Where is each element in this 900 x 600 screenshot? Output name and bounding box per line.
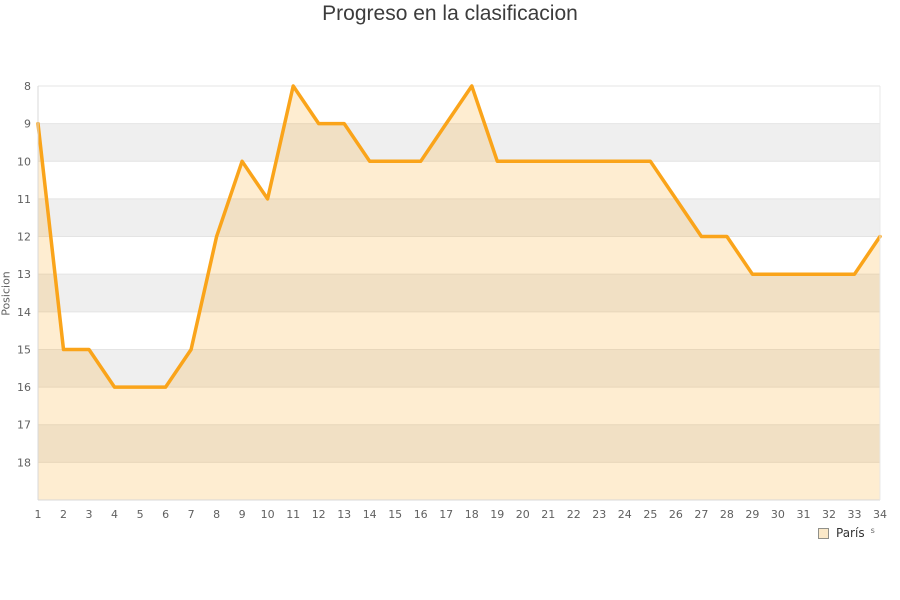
x-tick-label: 28 xyxy=(720,508,734,521)
x-tick-label: 20 xyxy=(516,508,530,521)
scale-band xyxy=(38,424,880,463)
scale-band xyxy=(38,123,880,162)
y-tick-label: 10 xyxy=(17,155,31,168)
x-tick-label: 12 xyxy=(312,508,326,521)
scale-band xyxy=(38,161,880,199)
x-tick-label: 22 xyxy=(567,508,581,521)
chart-title: Progreso en la clasificacion xyxy=(322,2,578,25)
x-tick-label: 32 xyxy=(822,508,836,521)
y-tick-label: 17 xyxy=(17,419,31,432)
x-tick-label: 6 xyxy=(162,508,169,521)
y-tick-label: 11 xyxy=(17,193,31,206)
x-tick-label: 21 xyxy=(541,508,555,521)
x-tick-label: 19 xyxy=(490,508,504,521)
x-tick-label: 17 xyxy=(439,508,453,521)
x-tick-label: 2 xyxy=(60,508,67,521)
scale-band xyxy=(38,198,880,237)
y-tick-label: 8 xyxy=(24,80,31,93)
y-tick-label: 12 xyxy=(17,231,31,244)
x-tick-label: 9 xyxy=(239,508,246,521)
legend-suffix: s xyxy=(870,526,875,535)
y-tick-label: 15 xyxy=(17,343,31,356)
legend-swatch-icon xyxy=(818,528,829,539)
y-tick-label: 14 xyxy=(17,306,31,319)
y-tick-label: 18 xyxy=(17,456,31,469)
x-tick-label: 8 xyxy=(213,508,220,521)
series-line-paris xyxy=(36,84,882,389)
x-tick-label: 4 xyxy=(111,508,118,521)
scale-band xyxy=(38,311,880,350)
y-axis-title: Posicion xyxy=(0,271,13,316)
scale-band xyxy=(38,462,880,500)
y-tick-label: 16 xyxy=(17,381,31,394)
scale-band xyxy=(38,274,880,312)
x-tick-label: 23 xyxy=(592,508,606,521)
scale-band xyxy=(38,387,880,425)
x-tick-label: 33 xyxy=(848,508,862,521)
x-tick-label: 13 xyxy=(337,508,351,521)
legend[interactable]: París s xyxy=(818,524,875,542)
x-tick-label: 18 xyxy=(465,508,479,521)
x-tick-label: 1 xyxy=(35,508,42,521)
x-tick-label: 7 xyxy=(188,508,195,521)
x-tick-label: 25 xyxy=(643,508,657,521)
legend-label: París xyxy=(836,526,865,540)
x-tick-label: 26 xyxy=(669,508,683,521)
x-tick-label: 27 xyxy=(694,508,708,521)
x-tick-label: 15 xyxy=(388,508,402,521)
x-tick-label: 14 xyxy=(363,508,377,521)
x-tick-label: 10 xyxy=(261,508,275,521)
x-tick-label: 31 xyxy=(797,508,811,521)
y-tick-label: 13 xyxy=(17,268,31,281)
x-tick-label: 5 xyxy=(137,508,144,521)
x-tick-label: 16 xyxy=(414,508,428,521)
x-tick-label: 11 xyxy=(286,508,300,521)
x-tick-label: 24 xyxy=(618,508,632,521)
x-tick-label: 29 xyxy=(745,508,759,521)
y-tick-label: 9 xyxy=(24,118,31,131)
x-tick-label: 3 xyxy=(86,508,93,521)
x-tick-label: 34 xyxy=(873,508,887,521)
x-tick-label: 30 xyxy=(771,508,785,521)
